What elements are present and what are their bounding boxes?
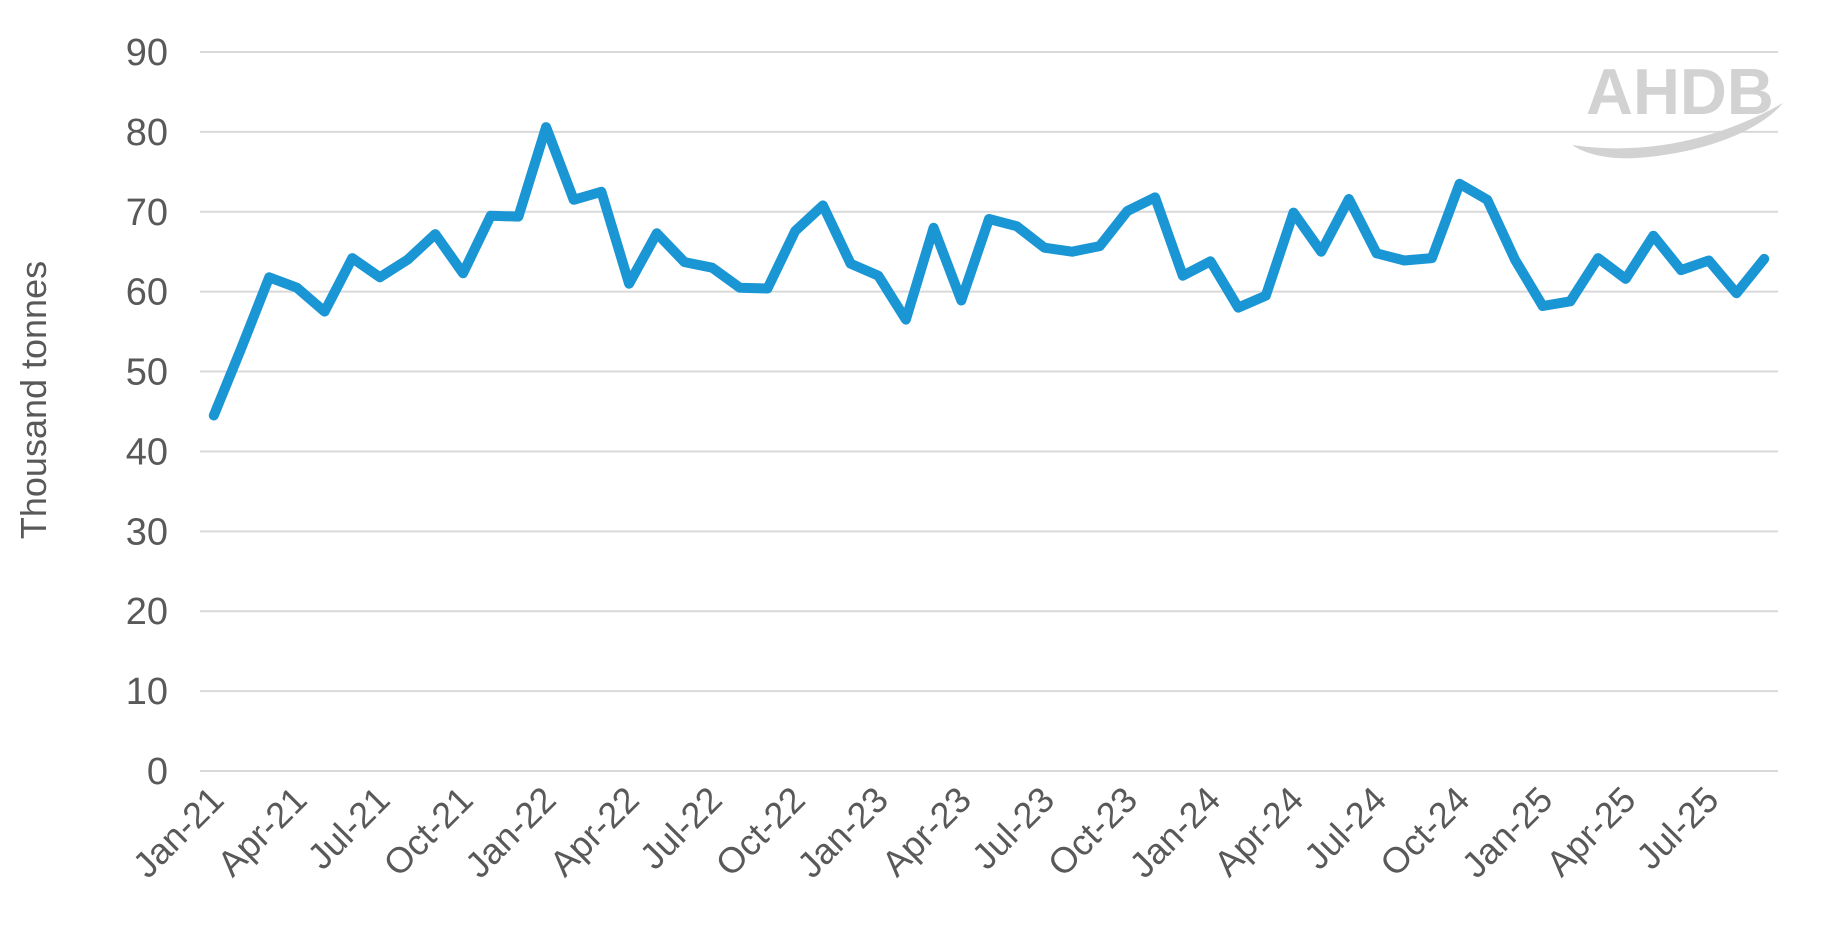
x-axis-tick-label: Apr-24 bbox=[1206, 779, 1311, 884]
x-axis-tick-label: Jan-24 bbox=[1121, 779, 1228, 886]
y-axis-tick-label: 10 bbox=[126, 671, 168, 713]
data-series-line bbox=[208, 122, 1770, 421]
ahdb-logo-swoosh bbox=[1572, 103, 1783, 159]
x-axis-tick-label: Jan-22 bbox=[457, 779, 564, 886]
x-axis-tick-label: Oct-24 bbox=[1372, 779, 1477, 884]
y-axis-tick-label: 60 bbox=[126, 272, 168, 314]
x-axis-tick-label: Oct-23 bbox=[1040, 779, 1145, 884]
x-axis-tick-label: Apr-22 bbox=[541, 779, 646, 884]
x-axis-tick-label: Oct-21 bbox=[375, 779, 480, 884]
x-axis-tick-label: Jan-21 bbox=[125, 779, 232, 886]
y-axis-title: Thousand tonnes bbox=[13, 261, 54, 539]
x-axis-tick-label: Jan-25 bbox=[1454, 779, 1561, 886]
y-axis-tick-label: 20 bbox=[126, 591, 168, 633]
y-axis-tick-label: 70 bbox=[126, 192, 168, 234]
x-axis-tick-label: Apr-21 bbox=[209, 779, 314, 884]
x-axis-tick-label: Apr-23 bbox=[874, 779, 979, 884]
ahdb-logo-text: AHDB bbox=[1586, 55, 1774, 128]
y-axis-tick-label: 50 bbox=[126, 352, 168, 394]
y-axis-tick-label: 0 bbox=[147, 751, 168, 793]
y-axis-tick-label: 90 bbox=[126, 32, 168, 74]
x-axis-tick-label: Oct-22 bbox=[707, 779, 812, 884]
x-axis-tick-label: Jan-23 bbox=[789, 779, 896, 886]
x-axis-tick-label: Jul-25 bbox=[1628, 779, 1726, 877]
x-axis-tick-label: Apr-25 bbox=[1538, 779, 1643, 884]
y-axis-tick-label: 30 bbox=[126, 511, 168, 553]
y-axis-tick-label: 80 bbox=[126, 112, 168, 154]
y-axis-tick-label: 40 bbox=[126, 431, 168, 473]
